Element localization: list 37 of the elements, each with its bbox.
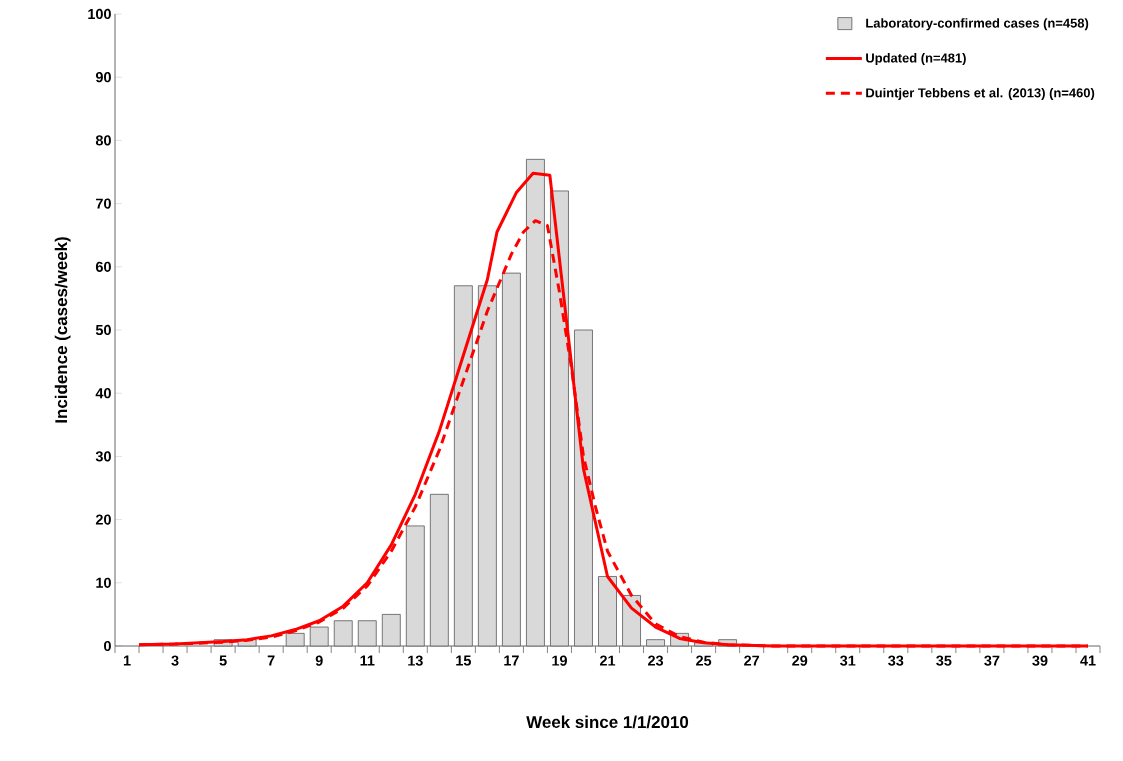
legend-label: Duintjer Tebbens et al. (2013) (n=460) xyxy=(866,87,1095,100)
x-tick-label: 27 xyxy=(744,655,760,666)
x-tick-label: 31 xyxy=(840,655,856,666)
x-tick-label: 29 xyxy=(792,655,808,666)
x-tick-label: 15 xyxy=(456,655,471,666)
y-tick-label: 0 xyxy=(104,640,111,652)
x-tick-label: 17 xyxy=(504,655,519,666)
x-tick-label: 33 xyxy=(888,655,904,666)
x-tick-label: 41 xyxy=(1080,655,1096,666)
x-tick-label: 7 xyxy=(267,655,275,666)
x-tick-label: 25 xyxy=(696,655,712,666)
x-tick-label: 5 xyxy=(219,655,227,666)
y-tick-label: 50 xyxy=(95,324,111,336)
y-tick-label: 40 xyxy=(95,388,111,399)
y-tick-label: 60 xyxy=(95,261,111,272)
x-tick-label: 13 xyxy=(408,655,423,666)
y-tick-label: 20 xyxy=(95,514,111,525)
x-axis-title: Week since 1/1/2010 xyxy=(526,715,689,729)
x-tick-label: 3 xyxy=(171,655,179,666)
x-tick-label: 19 xyxy=(552,655,567,666)
x-tick-label: 1 xyxy=(123,655,131,666)
y-tick-label: 30 xyxy=(95,451,111,462)
x-tick-label: 37 xyxy=(984,655,1000,666)
x-tick-label: 23 xyxy=(648,655,664,666)
y-tick-label: 100 xyxy=(88,8,111,20)
x-tick-label: 11 xyxy=(360,655,375,666)
y-axis-title: Incidence (cases/week) xyxy=(54,237,71,423)
x-tick-label: 39 xyxy=(1032,655,1048,666)
legend-label: Updated (n=481) xyxy=(866,53,966,66)
y-tick-label: 80 xyxy=(95,135,111,146)
y-tick-label: 70 xyxy=(96,198,111,209)
x-tick-label: 35 xyxy=(936,655,952,666)
x-tick-label: 9 xyxy=(315,655,323,666)
y-tick-label: 90 xyxy=(95,72,111,83)
y-tick-label: 10 xyxy=(96,577,111,588)
x-tick-label: 21 xyxy=(599,655,616,666)
legend-label: Laboratory-confirmed cases (n=458) xyxy=(866,18,1089,31)
